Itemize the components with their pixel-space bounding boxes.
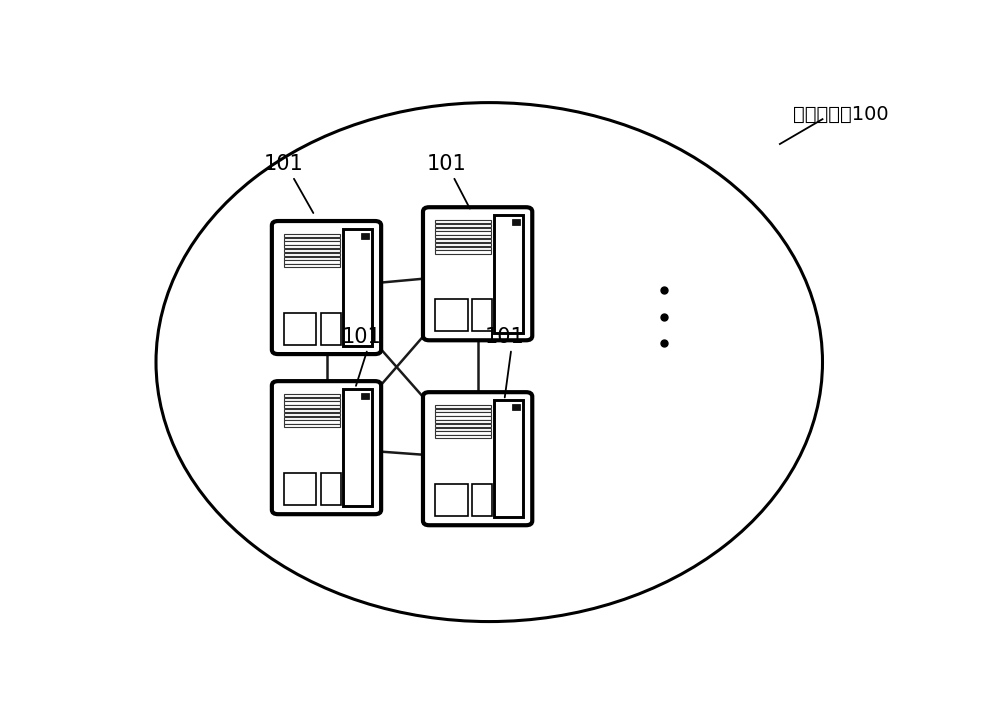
Bar — [435, 227, 491, 231]
Bar — [284, 405, 340, 409]
Bar — [435, 220, 491, 223]
Bar — [435, 412, 491, 416]
Bar — [284, 417, 340, 420]
Bar — [435, 427, 491, 431]
Bar — [435, 243, 491, 246]
Bar — [343, 229, 372, 346]
Bar — [284, 237, 340, 241]
Bar — [284, 409, 340, 412]
Bar — [435, 235, 491, 238]
Bar — [361, 233, 369, 239]
Bar — [435, 409, 491, 412]
Bar — [472, 484, 492, 516]
Text: 区块链系统100: 区块链系统100 — [793, 105, 888, 124]
Bar — [435, 239, 491, 242]
Bar — [512, 219, 520, 225]
FancyBboxPatch shape — [272, 381, 381, 514]
Bar — [284, 260, 340, 264]
Bar — [284, 398, 340, 401]
FancyBboxPatch shape — [272, 221, 381, 354]
Bar — [284, 234, 340, 237]
Bar — [284, 394, 340, 397]
Bar — [435, 224, 491, 227]
Bar — [361, 394, 369, 399]
Bar — [321, 473, 341, 505]
Bar — [435, 417, 491, 419]
Bar — [435, 405, 491, 408]
Bar — [284, 313, 316, 346]
Bar — [472, 299, 492, 331]
Bar — [435, 432, 491, 435]
Bar — [494, 215, 523, 333]
Bar — [435, 247, 491, 250]
Text: 101: 101 — [485, 327, 525, 347]
Bar — [343, 389, 372, 506]
Bar — [494, 400, 523, 518]
Text: 101: 101 — [342, 327, 381, 347]
Bar — [435, 420, 491, 423]
Bar — [284, 249, 340, 252]
FancyBboxPatch shape — [423, 392, 532, 526]
Bar — [284, 242, 340, 244]
Bar — [435, 424, 491, 427]
Bar — [435, 435, 491, 439]
Bar — [284, 245, 340, 248]
Bar — [284, 402, 340, 404]
Bar — [284, 424, 340, 427]
Bar — [284, 473, 316, 505]
Bar — [321, 313, 341, 346]
Bar — [284, 413, 340, 416]
FancyBboxPatch shape — [423, 207, 532, 341]
Text: 101: 101 — [264, 154, 304, 174]
Bar — [435, 299, 468, 331]
Text: 101: 101 — [427, 154, 466, 174]
Bar — [435, 250, 491, 254]
Bar — [284, 264, 340, 267]
Bar — [284, 252, 340, 256]
Bar — [435, 232, 491, 234]
Bar — [284, 257, 340, 260]
Bar — [435, 484, 468, 516]
Bar — [284, 420, 340, 424]
Bar — [512, 404, 520, 410]
